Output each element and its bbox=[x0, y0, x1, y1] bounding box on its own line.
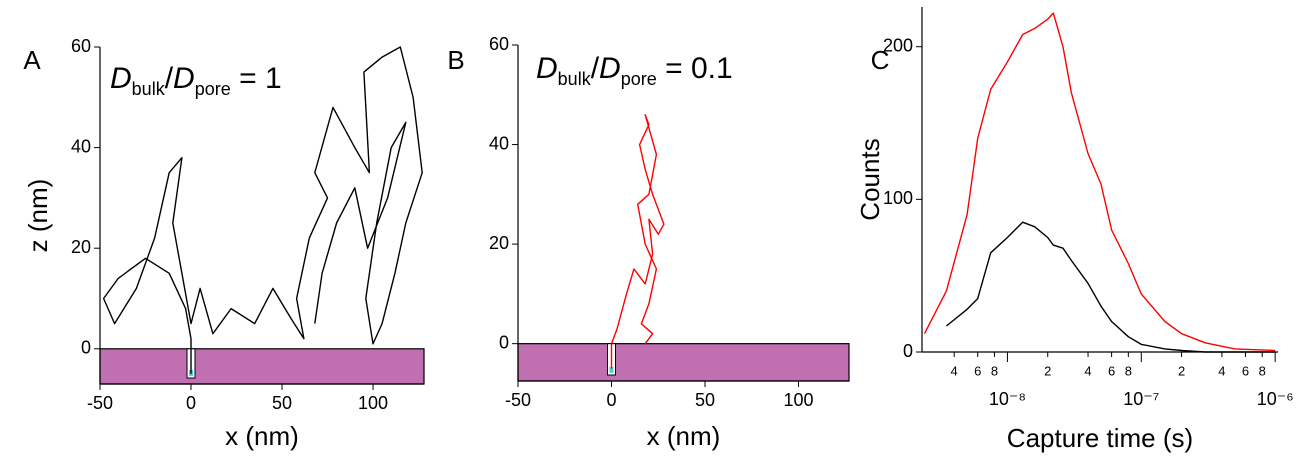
x-tick-label: 50 bbox=[695, 390, 715, 410]
x-minor-tick-label: 8 bbox=[1259, 363, 1266, 378]
annotation-part: / bbox=[165, 62, 174, 95]
annotation-part: D bbox=[536, 52, 558, 85]
y-tick-label: 20 bbox=[489, 233, 509, 253]
x-tick-label: -50 bbox=[87, 393, 113, 413]
y-tick-label: 0 bbox=[499, 332, 509, 352]
x-minor-tick-label: 6 bbox=[1242, 363, 1249, 378]
x-minor-tick-label: 4 bbox=[1084, 363, 1091, 378]
x-tick-label: 100 bbox=[783, 390, 813, 410]
x-tick-label: 50 bbox=[272, 393, 292, 413]
y-tick-label: 20 bbox=[71, 237, 91, 257]
x-axis-label: Capture time (s) bbox=[1007, 423, 1193, 453]
x-minor-tick-label: 2 bbox=[1044, 363, 1051, 378]
y-tick-label: 60 bbox=[71, 36, 91, 56]
x-tick-label: 10⁻⁶ bbox=[1257, 389, 1294, 409]
annotation-part: pore bbox=[621, 69, 657, 89]
annotation-part: = 0.1 bbox=[657, 52, 733, 85]
x-minor-tick-label: 8 bbox=[991, 363, 998, 378]
y-axis-label: z (nm) bbox=[23, 179, 53, 253]
x-axis-label: x (nm) bbox=[647, 421, 721, 451]
annotation-part: / bbox=[591, 52, 600, 85]
y-tick-label: 0 bbox=[903, 341, 913, 361]
x-tick-label: 0 bbox=[186, 393, 196, 413]
pore-inner bbox=[609, 367, 614, 373]
y-axis-label: Counts bbox=[855, 138, 885, 220]
y-tick-label: 200 bbox=[883, 35, 913, 55]
data-line bbox=[102, 46, 423, 374]
data-line bbox=[945, 221, 1276, 353]
panel-letter: A bbox=[23, 45, 41, 75]
y-tick-label: 60 bbox=[489, 34, 509, 54]
x-minor-tick-label: 8 bbox=[1125, 363, 1132, 378]
data-line bbox=[610, 114, 665, 369]
panel-letter: B bbox=[447, 45, 464, 75]
y-tick-label: 40 bbox=[71, 136, 91, 156]
annotation-part: bulk bbox=[558, 69, 592, 89]
annotation-part: D bbox=[599, 52, 621, 85]
annotation-part: bulk bbox=[132, 79, 166, 99]
annotation-part: D bbox=[173, 62, 195, 95]
x-tick-label: 10⁻⁸ bbox=[989, 389, 1026, 409]
x-minor-tick-label: 4 bbox=[1218, 363, 1225, 378]
data-line bbox=[923, 12, 1276, 352]
annotation: Dbulk/Dpore = 0.1 bbox=[536, 52, 733, 89]
x-tick-label: -50 bbox=[505, 390, 531, 410]
panel-letter: C bbox=[871, 45, 890, 75]
y-tick-label: 40 bbox=[489, 133, 509, 153]
annotation-part: D bbox=[110, 62, 132, 95]
membrane bbox=[517, 343, 850, 382]
annotation-part: pore bbox=[195, 79, 231, 99]
x-minor-tick-label: 4 bbox=[951, 363, 958, 378]
x-tick-label: 10⁻⁷ bbox=[1123, 389, 1159, 409]
y-tick-label: 0 bbox=[81, 338, 91, 358]
x-minor-tick-label: 2 bbox=[1178, 363, 1185, 378]
y-tick-label: 100 bbox=[883, 188, 913, 208]
x-minor-tick-label: 6 bbox=[974, 363, 981, 378]
x-axis-label: x (nm) bbox=[225, 421, 299, 451]
annotation: Dbulk/Dpore = 1 bbox=[110, 62, 282, 99]
x-tick-label: 0 bbox=[606, 390, 616, 410]
x-tick-label: 100 bbox=[358, 393, 388, 413]
x-minor-tick-label: 6 bbox=[1108, 363, 1115, 378]
annotation-part: = 1 bbox=[231, 62, 282, 95]
membrane bbox=[99, 348, 425, 385]
